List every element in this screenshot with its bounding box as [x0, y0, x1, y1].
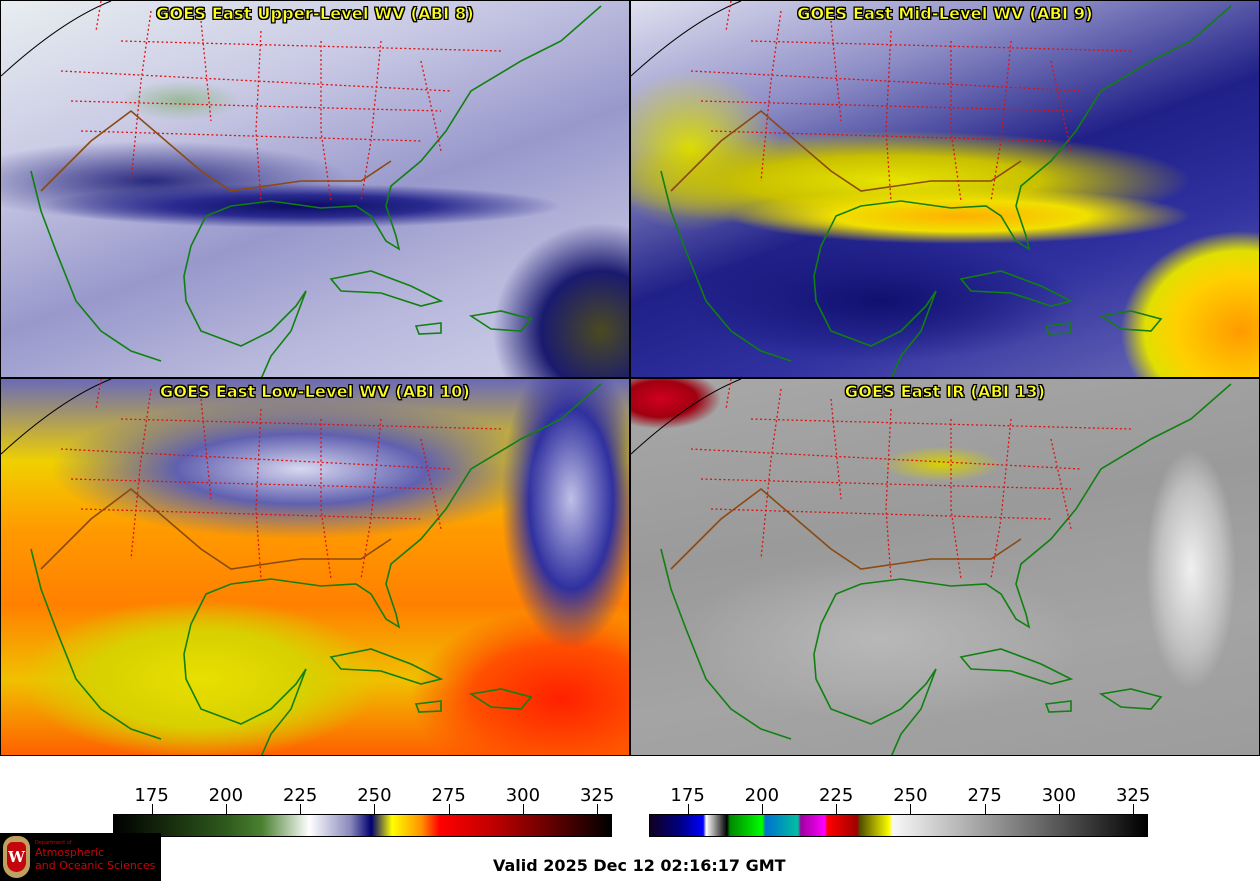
colorbar-tick	[984, 804, 986, 814]
colorbar-tick	[522, 804, 524, 814]
colorbar-tick-label: 200	[744, 785, 780, 806]
panel-title: GOES East Mid-Level WV (ABI 9)	[797, 4, 1093, 24]
colorbar-tick	[1058, 804, 1060, 814]
colorbar-tick-label: 325	[1115, 785, 1151, 806]
colorbar-tick	[1133, 804, 1135, 814]
logo-department: Department of	[35, 840, 72, 846]
colorbar-tick-label: 175	[670, 785, 705, 806]
colorbar-tick	[687, 804, 689, 814]
map-overlay	[1, 1, 602, 377]
wv-colorbar	[113, 814, 612, 837]
map-overlay	[1, 379, 602, 755]
colorbar-tick-label: 300	[505, 785, 541, 806]
ir-panel: GOES East IR (ABI 13)	[630, 378, 1260, 756]
logo-oceanic: and Oceanic Sciences	[35, 859, 156, 872]
upper-level-wv-panel: GOES East Upper-Level WV (ABI 8)	[0, 0, 630, 378]
colorbar-tick-label: 200	[208, 785, 244, 806]
colorbar-tick	[448, 804, 450, 814]
low-level-wv-panel: GOES East Low-Level WV (ABI 10)	[0, 378, 630, 756]
colorbar-tick-label: 225	[818, 785, 854, 806]
aos-logo: W Department of Atmospheric and Oceanic …	[0, 833, 161, 881]
valid-time: Valid 2025 Dec 12 02:16:17 GMT	[493, 856, 786, 875]
colorbar-tick-label: 300	[1041, 785, 1077, 806]
panel-title: GOES East IR (ABI 13)	[844, 382, 1046, 402]
colorbar-tick-label: 325	[579, 785, 615, 806]
panel-title: GOES East Upper-Level WV (ABI 8)	[156, 4, 474, 24]
logo-atmospheric: Atmospheric	[35, 846, 105, 859]
colorbar-tick	[597, 804, 599, 814]
mid-level-wv-panel: GOES East Mid-Level WV (ABI 9)	[630, 0, 1260, 378]
map-overlay	[631, 379, 1232, 755]
panel-title: GOES East Low-Level WV (ABI 10)	[159, 382, 470, 402]
colorbar-tick	[374, 804, 376, 814]
colorbar-tick-label: 250	[357, 785, 392, 806]
uw-crest-icon: W	[3, 836, 30, 878]
map-overlay	[631, 1, 1232, 377]
colorbar-tick	[910, 804, 912, 814]
ir-colorbar	[649, 814, 1148, 837]
colorbar-tick-label: 175	[134, 785, 169, 806]
colorbar-tick	[151, 804, 153, 814]
colorbar-tick-label: 225	[282, 785, 318, 806]
colorbar-tick	[300, 804, 302, 814]
colorbar-tick	[761, 804, 763, 814]
colorbar-tick	[225, 804, 227, 814]
colorbar-tick-label: 250	[893, 785, 928, 806]
colorbar-tick-label: 275	[967, 785, 1002, 806]
colorbar-tick	[836, 804, 838, 814]
colorbar-tick-label: 275	[431, 785, 466, 806]
